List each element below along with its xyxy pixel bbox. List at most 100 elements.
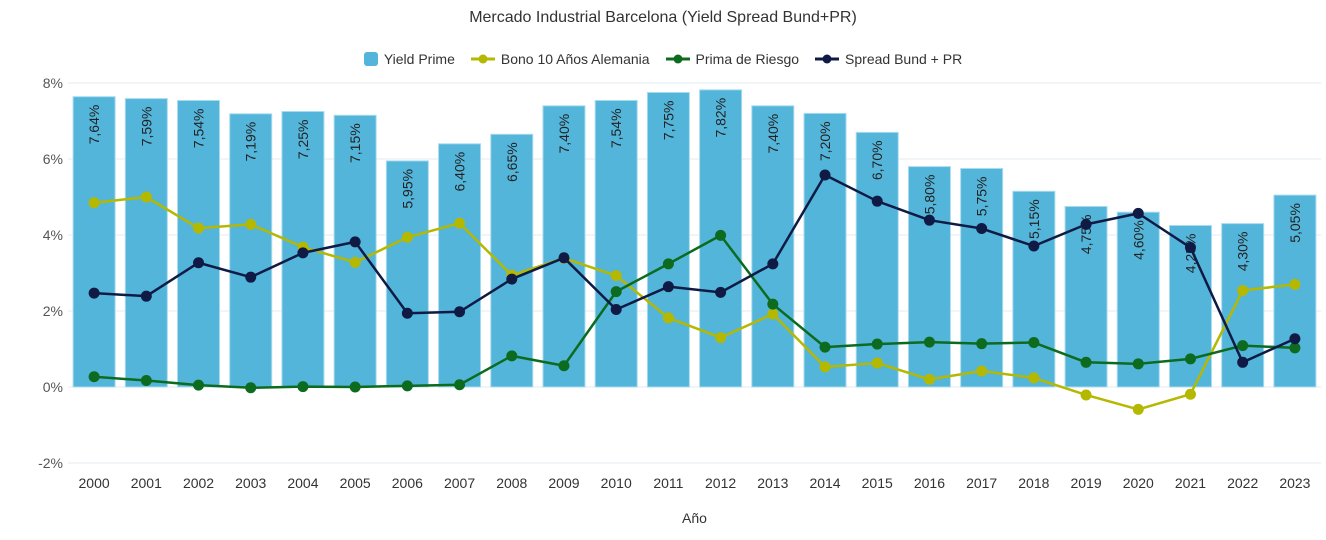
legend-item[interactable]: Spread Bund + PR (815, 51, 962, 67)
data-point[interactable] (140, 375, 152, 387)
data-point[interactable] (923, 214, 935, 226)
data-point[interactable] (193, 257, 205, 269)
bar[interactable] (907, 166, 951, 388)
bar[interactable] (594, 99, 638, 388)
data-point[interactable] (767, 298, 779, 310)
series-line (94, 234, 1295, 390)
data-point[interactable] (610, 303, 622, 315)
data-point[interactable] (715, 229, 727, 241)
data-point[interactable] (1289, 333, 1301, 345)
data-point[interactable] (454, 306, 466, 318)
data-point[interactable] (1184, 353, 1196, 365)
x-tick-label: 2009 (548, 475, 579, 491)
series-line (93, 195, 1296, 411)
data-point[interactable] (245, 382, 257, 394)
data-point[interactable] (401, 307, 413, 319)
data-point[interactable] (506, 273, 518, 285)
data-point[interactable] (819, 169, 831, 181)
bar-data-label: 5,15% (1026, 199, 1042, 239)
data-point[interactable] (245, 218, 257, 230)
data-point[interactable] (297, 381, 309, 393)
bar[interactable] (646, 92, 690, 388)
data-point[interactable] (662, 258, 674, 270)
data-point[interactable] (871, 338, 883, 350)
data-point[interactable] (1237, 340, 1249, 352)
data-point[interactable] (1028, 337, 1040, 349)
bar[interactable] (1273, 194, 1317, 388)
data-point[interactable] (1289, 278, 1301, 290)
data-point[interactable] (1028, 372, 1040, 384)
data-point[interactable] (88, 197, 100, 209)
data-point[interactable] (349, 236, 361, 248)
data-point[interactable] (767, 308, 779, 320)
data-point[interactable] (454, 217, 466, 229)
data-point[interactable] (1289, 342, 1301, 354)
data-point[interactable] (454, 379, 466, 391)
bar[interactable] (124, 98, 168, 388)
data-point[interactable] (349, 256, 361, 268)
bar[interactable] (542, 105, 586, 388)
data-point[interactable] (1184, 242, 1196, 254)
bar[interactable] (72, 96, 116, 388)
data-point[interactable] (1132, 207, 1144, 219)
bar[interactable] (333, 114, 377, 388)
data-point[interactable] (767, 258, 779, 270)
data-point[interactable] (1080, 356, 1092, 368)
data-point[interactable] (401, 380, 413, 392)
legend-item[interactable]: Bono 10 Años Alemania (470, 51, 650, 67)
data-point[interactable] (976, 365, 988, 377)
data-point[interactable] (349, 381, 361, 393)
data-point[interactable] (662, 281, 674, 293)
data-point[interactable] (715, 332, 727, 344)
bar-data-label: 4,60% (1130, 220, 1146, 260)
bar[interactable] (438, 143, 482, 388)
data-point[interactable] (819, 341, 831, 353)
bar[interactable] (229, 113, 273, 388)
data-point[interactable] (193, 222, 205, 234)
bar-data-label: 7,40% (765, 114, 781, 154)
data-point[interactable] (1184, 388, 1196, 400)
data-point[interactable] (923, 373, 935, 385)
data-point[interactable] (401, 231, 413, 243)
data-point[interactable] (1132, 403, 1144, 415)
data-point[interactable] (140, 191, 152, 203)
data-point[interactable] (976, 338, 988, 350)
data-point[interactable] (819, 361, 831, 373)
data-point[interactable] (1237, 356, 1249, 368)
data-point[interactable] (923, 336, 935, 348)
data-point[interactable] (193, 379, 205, 391)
data-point[interactable] (610, 286, 622, 298)
data-point[interactable] (871, 357, 883, 369)
bar[interactable] (177, 99, 221, 388)
data-point[interactable] (1080, 389, 1092, 401)
x-tick-label: 2022 (1227, 475, 1258, 491)
bar[interactable] (751, 105, 795, 388)
data-point[interactable] (558, 252, 570, 264)
bar[interactable] (1116, 211, 1160, 388)
data-point[interactable] (506, 350, 518, 362)
x-tick-label: 2004 (287, 475, 318, 491)
data-point[interactable] (558, 360, 570, 372)
data-point[interactable] (88, 371, 100, 383)
bar[interactable] (1012, 190, 1056, 388)
legend-item[interactable]: Yield Prime (363, 51, 455, 67)
data-point[interactable] (871, 195, 883, 207)
data-point[interactable] (1237, 284, 1249, 296)
bar-labels: 7,64% 7,59% 7,54% 7,19% 7,25% 7,15% 5,95% 6,40%… (86, 98, 1303, 273)
data-point[interactable] (1080, 218, 1092, 230)
bar[interactable] (803, 112, 847, 388)
data-point[interactable] (140, 290, 152, 302)
data-point[interactable] (88, 287, 100, 299)
bar[interactable] (960, 168, 1004, 388)
data-point[interactable] (297, 247, 309, 259)
bar[interactable] (385, 160, 429, 388)
data-point[interactable] (662, 312, 674, 324)
data-point[interactable] (1132, 358, 1144, 370)
data-point[interactable] (610, 270, 622, 282)
legend-item[interactable]: Prima de Riesgo (665, 51, 799, 67)
data-point[interactable] (715, 286, 727, 298)
y-tick-label: 0% (43, 379, 63, 395)
data-point[interactable] (976, 223, 988, 235)
data-point[interactable] (245, 271, 257, 283)
data-point[interactable] (1028, 240, 1040, 252)
